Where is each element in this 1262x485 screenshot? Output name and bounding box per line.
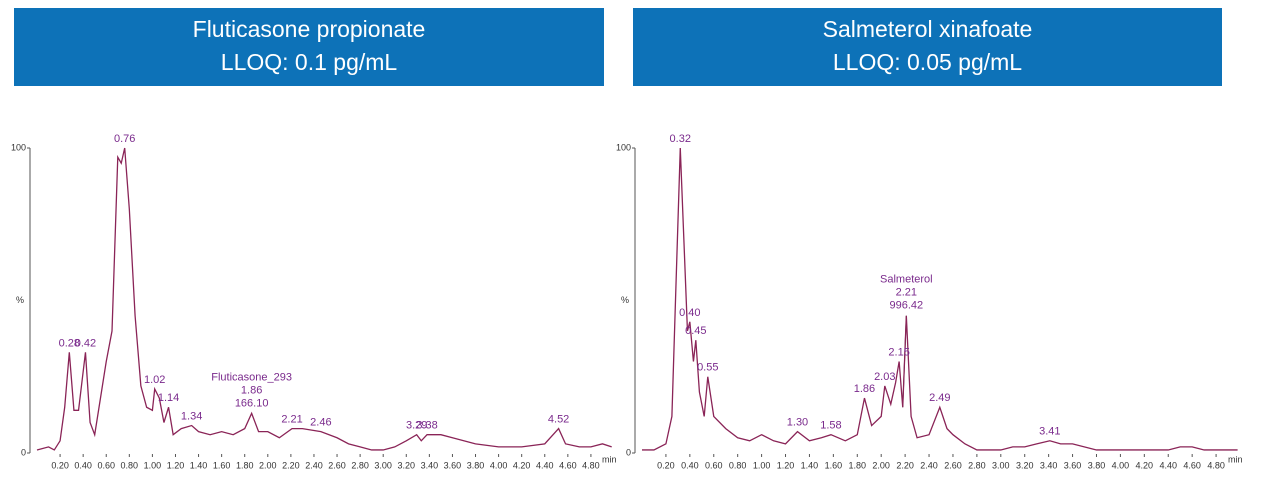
x-tick-label: 4.60: [1183, 460, 1201, 470]
header-title: Salmeterol xinafoate: [823, 16, 1033, 42]
x-tick-label: 3.80: [467, 460, 485, 470]
x-tick-label: 0.80: [121, 460, 139, 470]
x-tick-label: 1.80: [236, 460, 254, 470]
y-tick-label: 100: [11, 142, 26, 152]
compound-label: 2.21: [896, 287, 917, 299]
x-tick-label: 0.40: [74, 460, 92, 470]
peak-label: 4.52: [548, 414, 569, 426]
x-tick-label: 3.60: [1064, 460, 1082, 470]
x-tick-label: 2.20: [896, 460, 914, 470]
peak-label: 2.46: [310, 417, 331, 429]
peak-label: 0.32: [670, 133, 691, 145]
header-title: Fluticasone propionate: [193, 16, 426, 42]
x-tick-label: 0.60: [705, 460, 723, 470]
peak-label: 2.03: [874, 371, 895, 383]
x-tick-label: 4.20: [1136, 460, 1154, 470]
x-tick-label: 1.20: [167, 460, 185, 470]
peak-label: 1.14: [158, 392, 179, 404]
x-axis-unit: min: [1228, 454, 1243, 464]
header-subtitle: LLOQ: 0.05 pg/mL: [833, 49, 1022, 75]
x-axis-unit: min: [602, 454, 617, 464]
y-tick-label: 100: [616, 142, 631, 152]
compound-label: Salmeterol: [880, 274, 933, 286]
x-tick-label: 1.20: [777, 460, 795, 470]
header-box: [14, 8, 604, 86]
x-tick-label: 3.40: [1040, 460, 1058, 470]
y-tick-label: 0: [21, 447, 26, 457]
compound-label: 1.86: [241, 384, 262, 396]
peak-label: 2.49: [929, 392, 950, 404]
peak-label: 1.02: [144, 374, 165, 386]
x-tick-label: 2.40: [305, 460, 323, 470]
x-tick-label: 2.80: [351, 460, 369, 470]
x-tick-label: 3.20: [398, 460, 416, 470]
y-tick-label: 0: [626, 447, 631, 457]
x-tick-label: 4.00: [490, 460, 508, 470]
peak-label: 3.29: [406, 420, 427, 432]
x-tick-label: 4.40: [1159, 460, 1177, 470]
compound-label: 166.10: [235, 397, 269, 409]
x-tick-label: 4.40: [536, 460, 554, 470]
header-subtitle: LLOQ: 0.1 pg/mL: [221, 49, 398, 75]
peak-label: 0.55: [697, 362, 718, 374]
x-tick-label: 1.00: [144, 460, 162, 470]
peak-label: 0.40: [679, 307, 700, 319]
trace: [36, 147, 612, 451]
x-tick-label: 2.60: [328, 460, 346, 470]
peak-label: 0.76: [114, 133, 135, 145]
x-tick-label: 2.80: [968, 460, 986, 470]
peak-label: 3.38: [416, 420, 437, 432]
x-tick-label: 3.40: [421, 460, 439, 470]
x-tick-label: 4.20: [513, 460, 531, 470]
compound-label: Fluticasone_293: [211, 371, 292, 383]
compound-label: 996.42: [889, 300, 923, 312]
x-tick-label: 1.60: [213, 460, 231, 470]
peak-label: 0.42: [75, 337, 96, 349]
x-tick-label: 3.00: [992, 460, 1010, 470]
x-tick-label: 0.20: [51, 460, 69, 470]
y-axis-label: %: [621, 295, 629, 305]
x-tick-label: 0.40: [681, 460, 699, 470]
x-tick-label: 1.40: [801, 460, 819, 470]
y-axis-label: %: [16, 295, 24, 305]
peak-label: 1.30: [787, 417, 808, 429]
peak-label: 0.45: [685, 325, 706, 337]
x-tick-label: 4.80: [582, 460, 600, 470]
peak-label: 1.58: [820, 420, 841, 432]
x-tick-label: 0.20: [657, 460, 675, 470]
peak-label: 1.86: [854, 383, 875, 395]
x-tick-label: 3.20: [1016, 460, 1034, 470]
x-tick-label: 2.20: [282, 460, 300, 470]
x-tick-label: 1.40: [190, 460, 208, 470]
x-tick-label: 3.00: [374, 460, 392, 470]
peak-label: 2.15: [888, 346, 909, 358]
x-tick-label: 1.80: [849, 460, 867, 470]
peak-label: 2.21: [281, 414, 302, 426]
header-box: [633, 8, 1222, 86]
peak-label: 1.34: [181, 410, 202, 422]
x-tick-label: 1.00: [753, 460, 771, 470]
x-tick-label: 2.60: [944, 460, 962, 470]
x-tick-label: 0.60: [97, 460, 115, 470]
x-tick-label: 4.00: [1112, 460, 1130, 470]
x-tick-label: 4.80: [1207, 460, 1225, 470]
peak-label: 0.28: [59, 337, 80, 349]
x-tick-label: 4.60: [559, 460, 577, 470]
x-tick-label: 1.60: [825, 460, 843, 470]
x-tick-label: 3.60: [444, 460, 462, 470]
x-tick-label: 3.80: [1088, 460, 1106, 470]
trace: [642, 147, 1238, 451]
x-tick-label: 0.80: [729, 460, 747, 470]
x-tick-label: 2.00: [872, 460, 890, 470]
x-tick-label: 2.00: [259, 460, 277, 470]
x-tick-label: 2.40: [920, 460, 938, 470]
peak-label: 3.41: [1039, 426, 1060, 438]
